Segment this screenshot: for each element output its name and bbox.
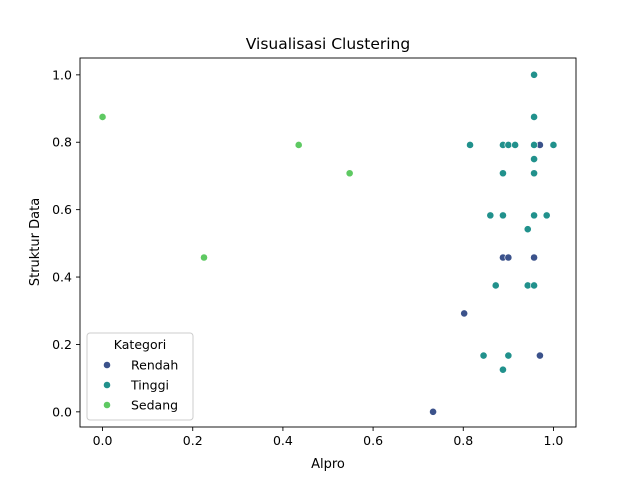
data-point-tinggi [479, 351, 488, 360]
data-point-sedang [200, 253, 208, 262]
data-point-tinggi [530, 155, 538, 163]
data-point-rendah [429, 407, 437, 416]
data-point-tinggi [530, 169, 538, 178]
chart-title: Visualisasi Clustering [246, 35, 410, 53]
data-point-tinggi [530, 211, 538, 220]
x-axis-ticks: 0.0 0.2 0.4 0.6 0.8 1.0 [93, 427, 564, 448]
data-point-tinggi [523, 225, 532, 234]
data-point-rendah [460, 309, 469, 318]
plot-area-frame [79, 57, 577, 428]
data-point-tinggi [530, 141, 538, 149]
data-point-rendah [504, 253, 513, 262]
data-point-tinggi [466, 141, 474, 149]
x-tick-label: 0.4 [273, 433, 293, 448]
legend-label-sedang: Sedang [131, 398, 178, 413]
data-point-tinggi [530, 113, 538, 121]
data-point-tinggi [504, 141, 513, 149]
data-point-tinggi [491, 281, 500, 290]
data-point-sedang [294, 141, 303, 149]
legend: Kategori Rendah Tinggi Sedang [86, 332, 194, 421]
x-axis-label: Alpro [311, 457, 345, 472]
y-tick-label: 0.6 [52, 202, 72, 217]
x-tick-label: 0.6 [363, 433, 383, 448]
x-tick-label: 0.0 [93, 433, 113, 448]
legend-label-rendah: Rendah [131, 358, 178, 373]
x-tick-label: 0.8 [453, 433, 473, 448]
legend-label-tinggi: Tinggi [130, 378, 169, 393]
x-tick-label: 1.0 [544, 433, 564, 448]
data-point-tinggi [530, 281, 538, 290]
data-point-tinggi [542, 211, 551, 220]
data-point-tinggi [499, 169, 507, 178]
data-point-tinggi [530, 70, 538, 79]
legend-marker-tinggi [103, 381, 111, 389]
data-point-tinggi [499, 211, 507, 220]
legend-title: Kategori [114, 337, 166, 352]
data-point-tinggi [504, 351, 513, 360]
data-points [98, 70, 558, 416]
data-point-tinggi [511, 141, 520, 149]
y-axis-label: Struktur Data [28, 198, 43, 286]
data-point-sedang [98, 113, 107, 121]
y-axis-ticks: 0.0 0.2 0.4 0.6 0.8 1.0 [52, 67, 80, 419]
data-point-sedang [345, 169, 354, 178]
data-point-tinggi [549, 141, 558, 149]
legend-items: Rendah Tinggi Sedang [103, 358, 178, 413]
legend-marker-sedang [103, 401, 111, 409]
legend-marker-rendah [103, 361, 111, 369]
legend-box [86, 332, 194, 421]
y-tick-label: 1.0 [52, 67, 72, 82]
y-tick-label: 0.4 [52, 270, 72, 285]
y-tick-label: 0.0 [52, 404, 72, 419]
y-tick-label: 0.2 [52, 337, 72, 352]
data-point-tinggi [486, 211, 495, 220]
data-point-tinggi [499, 365, 507, 374]
data-point-rendah [536, 351, 544, 360]
x-tick-label: 0.2 [183, 433, 203, 448]
data-point-rendah [530, 253, 538, 262]
y-tick-label: 0.8 [52, 135, 72, 150]
